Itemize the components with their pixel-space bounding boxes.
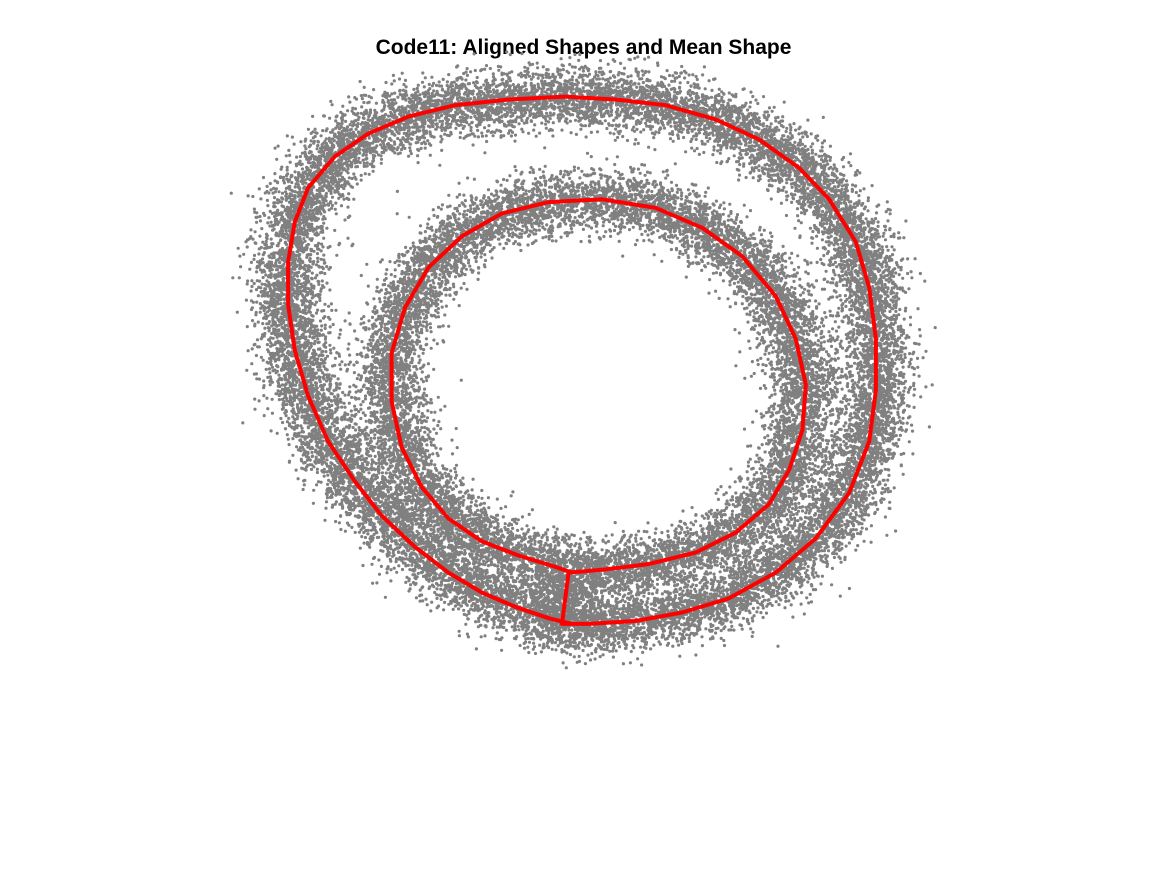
mean-shape-line	[286, 94, 878, 626]
mean-shape-layer	[286, 94, 878, 626]
chart-title: Code11: Aligned Shapes and Mean Shape	[375, 36, 792, 59]
aligned-shapes-points	[229, 50, 937, 670]
aligned-shape-point-cloud	[229, 50, 937, 670]
